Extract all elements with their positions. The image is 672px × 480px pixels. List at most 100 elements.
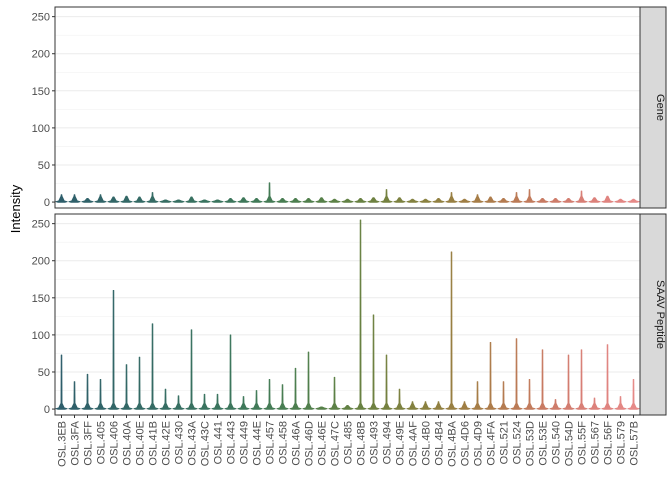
violin-osl-493	[367, 314, 380, 410]
panel-background	[55, 7, 640, 208]
violin-osl-443	[224, 198, 237, 203]
x-tick-label: OSL.44E	[252, 421, 264, 466]
y-axis-title: Intensity	[8, 184, 23, 233]
violin-osl-42e	[159, 199, 172, 203]
violin-osl-4af	[406, 401, 419, 410]
y-tick-label: 200	[32, 49, 50, 61]
violin-osl-43c	[198, 393, 211, 410]
x-tick-label: OSL.53E	[538, 421, 550, 466]
y-tick-label: 250	[32, 219, 50, 231]
x-tick-label: OSL.3FF	[83, 421, 95, 466]
x-tick-label: OSL.42E	[161, 421, 173, 466]
y-tick-label: 50	[38, 160, 50, 172]
violin-osl-457	[263, 379, 276, 410]
violin-osl-441	[211, 393, 224, 410]
violin-osl-3eb	[55, 194, 68, 203]
violin-osl-53e	[536, 349, 549, 410]
violin-osl-4d9	[471, 381, 484, 410]
violin-osl-43a	[185, 196, 198, 203]
facet-strip-label: SAAV Peptide	[654, 280, 666, 349]
x-tick-label: OSL.579	[616, 421, 628, 464]
violin-osl-54d	[562, 354, 575, 410]
x-tick-label: OSL.567	[590, 421, 602, 464]
x-tick-label: OSL.43C	[200, 421, 212, 466]
violin-osl-485	[341, 198, 354, 203]
y-tick-label: 150	[32, 86, 50, 98]
violin-osl-443	[224, 334, 237, 410]
x-tick-label: OSL.406	[109, 421, 121, 464]
x-tick-label: OSL.3FA	[70, 420, 82, 465]
violin-osl-579	[614, 198, 627, 203]
violin-osl-4b0	[419, 198, 432, 203]
x-tick-label: OSL.430	[174, 421, 186, 464]
panel-background	[55, 214, 640, 415]
x-tick-label: OSL.457	[265, 421, 277, 464]
x-axis-ticks: OSL.3EB OSL.3FA OSL.3FF OSL.405 OSL.406 OSL.4…	[57, 415, 641, 467]
violin-osl-46e	[315, 406, 328, 410]
violin-osl-567	[588, 397, 601, 410]
x-tick-label: OSL.46E	[317, 421, 329, 466]
violin-osl-46a	[289, 367, 302, 410]
x-tick-label: OSL.540	[551, 421, 563, 464]
violin-osl-458	[276, 384, 289, 410]
violin-osl-46a	[289, 198, 302, 203]
x-tick-label: OSL.4D6	[460, 421, 472, 466]
violin-osl-44e	[250, 198, 263, 203]
violin-osl-42e	[159, 388, 172, 410]
x-tick-label: OSL.4B4	[434, 421, 446, 466]
violin-osl-4af	[406, 198, 419, 203]
x-tick-label: OSL.57B	[629, 421, 641, 466]
violin-osl-485	[341, 405, 354, 410]
violin-osl-521	[497, 381, 510, 410]
x-tick-label: OSL.449	[239, 421, 251, 464]
violin-osl-524	[510, 192, 523, 203]
x-tick-label: OSL.4FA	[486, 420, 498, 465]
violin-osl-46d	[302, 198, 315, 203]
violin-osl-405	[94, 379, 107, 410]
x-tick-label: OSL.56F	[603, 421, 615, 465]
x-tick-label: OSL.46D	[304, 421, 316, 466]
x-tick-label: OSL.46A	[291, 420, 303, 465]
violin-osl-4d9	[471, 194, 484, 203]
violin-osl-4ba	[445, 251, 458, 410]
violin-osl-40e	[133, 196, 146, 203]
y-tick-label: 150	[32, 293, 50, 305]
x-tick-label: OSL.405	[96, 421, 108, 464]
violin-osl-3ff	[81, 373, 94, 410]
violin-osl-53e	[536, 198, 549, 203]
x-tick-label: OSL.458	[278, 421, 290, 464]
facet-strip	[639, 6, 667, 209]
violin-osl-4d6	[458, 198, 471, 203]
violin-osl-540	[549, 198, 562, 203]
x-tick-label: OSL.493	[369, 421, 381, 464]
violin-osl-48b	[354, 198, 367, 203]
x-tick-label: OSL.4B0	[421, 421, 433, 466]
violin-osl-57b	[627, 198, 640, 203]
violin-osl-458	[276, 198, 289, 203]
violin-osl-4fa	[484, 341, 497, 410]
violin-osl-4d6	[458, 401, 471, 410]
facet-strip-label: Gene	[654, 94, 666, 121]
violin-osl-524	[510, 338, 523, 410]
x-tick-label: OSL.441	[213, 421, 225, 464]
violin-osl-40a	[120, 195, 133, 203]
violin-osl-53d	[523, 189, 536, 203]
y-tick-label: 50	[38, 367, 50, 379]
violin-osl-567	[588, 197, 601, 203]
violin-osl-46d	[302, 351, 315, 410]
violin-osl-4ba	[445, 192, 458, 203]
violin-osl-449	[237, 197, 250, 203]
x-tick-label: OSL.53D	[525, 421, 537, 466]
violin-osl-4fa	[484, 196, 497, 203]
violin-osl-40e	[133, 356, 146, 410]
x-tick-label: OSL.524	[512, 421, 524, 464]
violin-osl-4b4	[432, 198, 445, 203]
violin-osl-44e	[250, 390, 263, 410]
violin-osl-54d	[562, 198, 575, 203]
x-tick-label: OSL.494	[382, 421, 394, 464]
violin-osl-430	[172, 199, 185, 203]
violin-osl-40a	[120, 364, 133, 410]
violin-osl-56f	[601, 195, 614, 203]
facet-panels: 0 50 100 150 200 250 Gene 0 50 100 150 200 250 SAAV P…	[32, 6, 667, 416]
